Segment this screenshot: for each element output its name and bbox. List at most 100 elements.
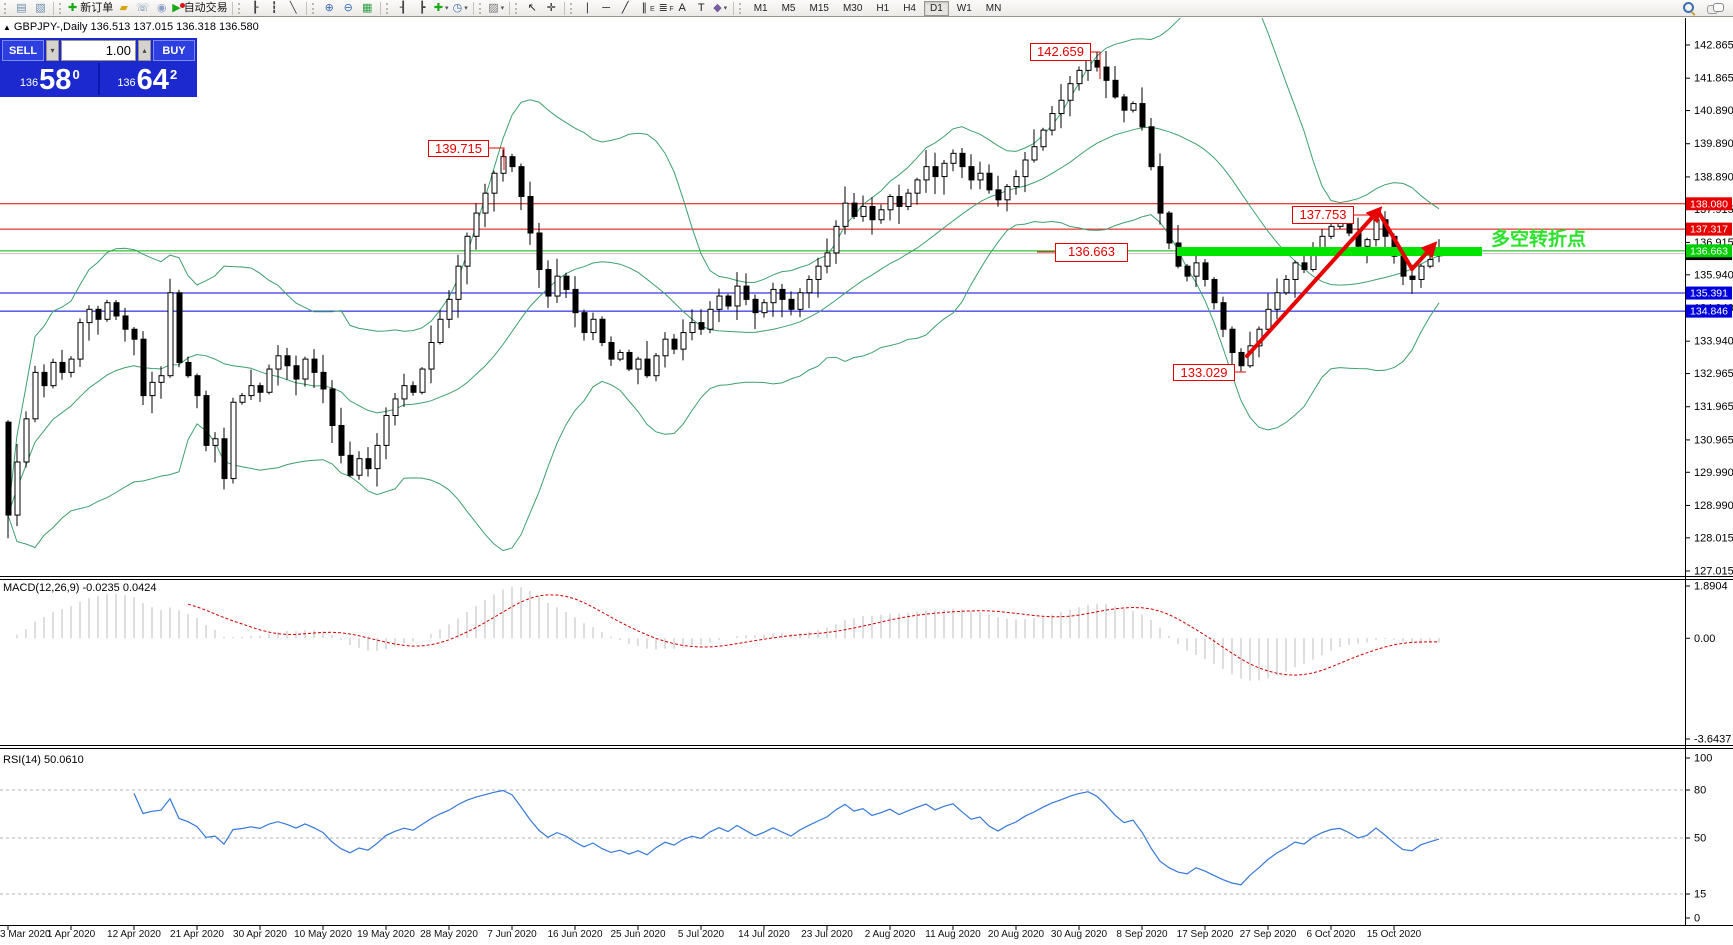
fibonacci-icon[interactable]: ≣ F bbox=[658, 1, 674, 14]
zoom-out-icon[interactable]: ⊖ bbox=[343, 1, 353, 14]
volume-increase-button[interactable]: ▴ bbox=[138, 40, 151, 61]
main-panel bbox=[0, 18, 1685, 552]
symbol-quote-text: GBPJPY-,Daily 136.513 137.015 136.318 13… bbox=[13, 21, 259, 33]
bar-chart-icon[interactable]: ┠ bbox=[251, 1, 259, 14]
date-axis-label: 11 Aug 2020 bbox=[925, 929, 981, 940]
price-callout-137.753[interactable]: 137.753 bbox=[1292, 206, 1354, 224]
sell-button[interactable]: SELL bbox=[2, 40, 44, 61]
axis-tick-label: -3.6437 bbox=[1694, 734, 1731, 746]
vertical-line-icon[interactable]: ∣ bbox=[584, 1, 590, 14]
axis-tick-label: 129.990 bbox=[1694, 467, 1733, 479]
timeframe-m30[interactable]: M30 bbox=[842, 2, 863, 14]
collapse-icon[interactable]: ▲ bbox=[3, 23, 11, 32]
axis-tick-label: 128.990 bbox=[1694, 500, 1733, 512]
timeframe-w1[interactable]: W1 bbox=[956, 2, 972, 14]
price-callout-142.659[interactable]: 142.659 bbox=[1030, 43, 1091, 61]
date-axis-label: 8 Sep 2020 bbox=[1116, 929, 1168, 940]
auto-scroll-icon[interactable]: ┨ bbox=[399, 1, 407, 14]
volume-decrease-button[interactable]: ▾ bbox=[46, 40, 59, 61]
bollinger-bands bbox=[7, 18, 1440, 552]
axis-tick-label: 139.890 bbox=[1694, 138, 1733, 150]
toolbar-grip bbox=[59, 2, 63, 14]
timeframe-m5[interactable]: M5 bbox=[781, 2, 796, 14]
buy-price-sup: 2 bbox=[169, 67, 178, 82]
timeframe-d1[interactable]: D1 bbox=[924, 0, 949, 16]
date-axis-label: 16 Jun 2020 bbox=[547, 929, 603, 940]
overlay-layer bbox=[0, 51, 1733, 930]
axis-tick-label: 130.965 bbox=[1694, 434, 1733, 446]
cursor-icon[interactable]: ↖ bbox=[527, 1, 537, 14]
equidistant-channel-icon[interactable]: ∥ E bbox=[641, 1, 655, 14]
fax-icon[interactable]: ☏ bbox=[135, 1, 150, 14]
date-axis-label: 19 May 2020 bbox=[357, 929, 415, 940]
timeframe-m1[interactable]: M1 bbox=[753, 2, 768, 14]
date-axis-label: 15 Oct 2020 bbox=[1366, 929, 1422, 940]
chart-profiles-icon[interactable]: ▧ bbox=[35, 1, 46, 14]
date-axis-label: 1 Apr 2020 bbox=[46, 929, 96, 940]
toolbar-separator bbox=[305, 1, 307, 15]
support-zone-line[interactable] bbox=[1177, 247, 1482, 256]
trend-arrow-object[interactable] bbox=[1245, 206, 1438, 358]
indicators-icon[interactable]: ✚ ▾ bbox=[433, 1, 449, 14]
toolbar-grip bbox=[478, 2, 483, 14]
axis-tick-label: 135.940 bbox=[1694, 269, 1733, 281]
price-callout-139.715[interactable]: 139.715 bbox=[428, 140, 489, 157]
chart-annotation-text[interactable]: 多空转折点 bbox=[1491, 229, 1587, 250]
timeframe-m15[interactable]: M15 bbox=[809, 2, 829, 14]
periods-icon[interactable]: ◷ ▾ bbox=[452, 1, 468, 14]
arrows-icon[interactable]: ◆ ▾ bbox=[713, 1, 728, 14]
axis-tick-label: 50 bbox=[1694, 833, 1706, 845]
rsi-line bbox=[133, 789, 1440, 886]
price-callout-136.663[interactable]: 136.663 bbox=[1055, 243, 1128, 262]
new-chart-icon[interactable]: ▤ bbox=[16, 1, 27, 14]
toolbar-grip bbox=[385, 2, 390, 14]
chat-icon[interactable] bbox=[1707, 2, 1725, 16]
horizontal-line-icon[interactable]: ─ bbox=[602, 1, 611, 14]
zoom-in-icon[interactable]: ⊕ bbox=[324, 1, 334, 14]
volume-input[interactable] bbox=[61, 40, 136, 61]
date-axis-label: 30 Aug 2020 bbox=[1050, 929, 1108, 940]
toolbar-separator bbox=[231, 1, 233, 15]
price-callout-133.029[interactable]: 133.029 bbox=[1173, 364, 1235, 381]
buy-price[interactable]: 136 64 2 bbox=[100, 63, 196, 95]
sell-price-big: 58 bbox=[39, 64, 72, 96]
buy-button[interactable]: BUY bbox=[153, 40, 195, 61]
date-axis-label: 6 Oct 2020 bbox=[1306, 929, 1356, 940]
symbol-header: ▲ GBPJPY-,Daily 136.513 137.015 136.318 1… bbox=[3, 21, 259, 33]
axis-tick-label: 100 bbox=[1694, 753, 1712, 765]
price-badge-label: 137.317 bbox=[1690, 224, 1728, 236]
timeframe-h1[interactable]: H1 bbox=[876, 2, 890, 14]
toolbar-separator bbox=[508, 1, 510, 15]
price-axis[interactable]: 142.865141.865140.890139.890138.890137.9… bbox=[1685, 18, 1733, 925]
text-label-icon[interactable]: T bbox=[697, 1, 705, 14]
sell-price-prefix: 136 bbox=[19, 77, 39, 89]
autotrade-icon[interactable]: ▶ 自动交易 bbox=[172, 1, 228, 14]
price-divider bbox=[97, 63, 100, 95]
search-icon[interactable] bbox=[1682, 2, 1697, 16]
timeframe-h4[interactable]: H4 bbox=[903, 2, 916, 14]
toolbar-grip bbox=[311, 2, 316, 14]
price-badge-label: 134.846 bbox=[1690, 306, 1728, 318]
new-order-icon[interactable]: ✚ 新订单 bbox=[68, 1, 114, 14]
trendline-icon[interactable]: ╱ bbox=[621, 1, 629, 14]
tile-windows-icon[interactable]: ▦ bbox=[361, 1, 373, 14]
chart-shift-icon[interactable]: ┣ bbox=[418, 1, 426, 14]
gold-bars-icon[interactable]: ▰ bbox=[119, 1, 128, 14]
candlestick-chart-icon[interactable]: ┇ bbox=[270, 1, 278, 14]
templates-icon[interactable]: ▨ ▾ bbox=[488, 1, 505, 14]
timeframe-mn[interactable]: MN bbox=[985, 2, 1002, 14]
axis-tick-label: 127.015 bbox=[1694, 566, 1733, 578]
signal-icon[interactable]: ◉ bbox=[156, 1, 167, 14]
buy-price-big: 64 bbox=[136, 64, 169, 96]
line-chart-icon[interactable]: ╲ bbox=[289, 1, 297, 14]
price-badge bbox=[1686, 222, 1732, 236]
toolbar-grip bbox=[514, 2, 519, 14]
text-icon[interactable]: A bbox=[678, 1, 686, 14]
axis-tick-label: 80 bbox=[1694, 785, 1706, 797]
date-axis-label: 12 Apr 2020 bbox=[107, 929, 161, 940]
price-badge-label: 135.391 bbox=[1690, 288, 1728, 300]
crosshair-icon[interactable]: ✛ bbox=[546, 1, 556, 14]
sell-price[interactable]: 136 58 0 bbox=[2, 63, 98, 95]
